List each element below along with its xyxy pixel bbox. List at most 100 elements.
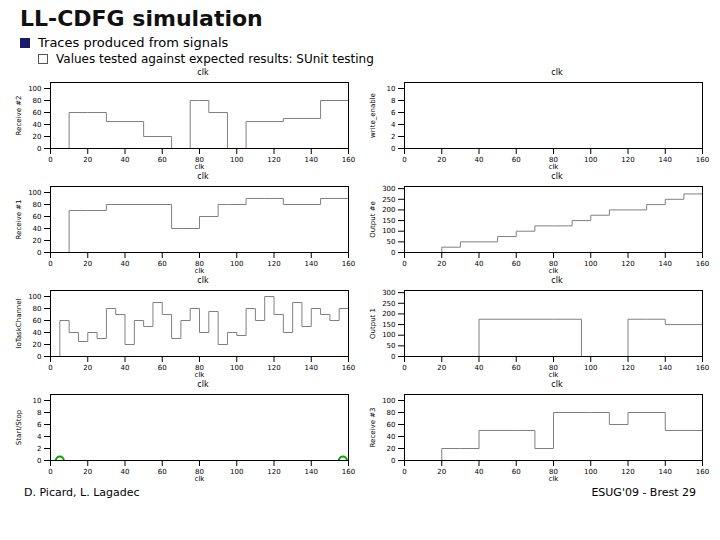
svg-text:0: 0 (48, 468, 52, 476)
svg-text:Receive #2: Receive #2 (15, 96, 23, 136)
svg-text:write_enable: write_enable (369, 93, 377, 138)
svg-text:10: 10 (33, 397, 42, 405)
svg-text:160: 160 (696, 260, 709, 268)
svg-text:50: 50 (387, 342, 396, 350)
svg-text:40: 40 (121, 468, 130, 476)
svg-text:100: 100 (230, 468, 243, 476)
svg-text:60: 60 (33, 109, 42, 117)
svg-text:20: 20 (83, 364, 92, 372)
svg-text:60: 60 (158, 364, 167, 372)
svg-text:Output 1: Output 1 (369, 308, 377, 339)
svg-text:100: 100 (230, 260, 243, 268)
svg-text:100: 100 (584, 468, 597, 476)
svg-text:loTaskChannel: loTaskChannel (15, 298, 23, 348)
svg-text:120: 120 (267, 468, 280, 476)
svg-text:60: 60 (33, 213, 42, 221)
svg-text:0: 0 (37, 353, 41, 361)
svg-text:20: 20 (387, 445, 396, 453)
svg-text:40: 40 (475, 156, 484, 164)
svg-text:40: 40 (121, 260, 130, 268)
svg-text:80: 80 (33, 201, 42, 209)
svg-text:40: 40 (475, 364, 484, 372)
svg-text:40: 40 (33, 121, 42, 129)
svg-text:20: 20 (437, 468, 446, 476)
svg-text:140: 140 (659, 156, 672, 164)
svg-text:80: 80 (387, 409, 396, 417)
svg-text:10: 10 (387, 85, 396, 93)
svg-text:100: 100 (584, 260, 597, 268)
svg-text:160: 160 (696, 156, 709, 164)
svg-text:200: 200 (382, 310, 395, 318)
svg-text:40: 40 (33, 225, 42, 233)
svg-text:250: 250 (382, 300, 395, 308)
svg-text:clk: clk (549, 371, 560, 379)
svg-text:50: 50 (387, 238, 396, 246)
svg-text:20: 20 (83, 260, 92, 268)
svg-text:2: 2 (391, 133, 395, 141)
svg-text:8: 8 (391, 97, 395, 105)
svg-text:100: 100 (584, 156, 597, 164)
svg-text:140: 140 (659, 364, 672, 372)
svg-text:200: 200 (382, 206, 395, 214)
svg-text:300: 300 (382, 289, 395, 297)
svg-text:0: 0 (48, 260, 52, 268)
svg-text:0: 0 (391, 145, 395, 153)
svg-text:40: 40 (33, 329, 42, 337)
svg-text:140: 140 (305, 156, 318, 164)
svg-text:140: 140 (659, 260, 672, 268)
svg-text:20: 20 (33, 133, 42, 141)
svg-text:clk: clk (195, 371, 206, 379)
svg-text:0: 0 (402, 156, 406, 164)
svg-text:100: 100 (382, 397, 395, 405)
svg-text:60: 60 (512, 468, 521, 476)
svg-text:100: 100 (230, 156, 243, 164)
svg-text:40: 40 (121, 364, 130, 372)
svg-text:100: 100 (382, 331, 395, 339)
svg-text:0: 0 (402, 468, 406, 476)
svg-text:20: 20 (437, 364, 446, 372)
svg-text:160: 160 (696, 364, 709, 372)
svg-text:Receive #3: Receive #3 (369, 408, 377, 448)
svg-text:0: 0 (402, 260, 406, 268)
svg-text:20: 20 (33, 237, 42, 245)
svg-text:60: 60 (387, 421, 396, 429)
svg-text:160: 160 (696, 468, 709, 476)
svg-text:40: 40 (475, 260, 484, 268)
svg-text:300: 300 (382, 185, 395, 193)
svg-text:0: 0 (402, 364, 406, 372)
svg-text:120: 120 (267, 260, 280, 268)
svg-text:250: 250 (382, 196, 395, 204)
svg-text:100: 100 (28, 189, 41, 197)
svg-text:clk: clk (549, 163, 560, 171)
svg-text:100: 100 (28, 293, 41, 301)
svg-text:Start/Stop: Start/Stop (15, 409, 23, 445)
svg-text:120: 120 (621, 468, 634, 476)
svg-text:20: 20 (33, 341, 42, 349)
svg-text:6: 6 (391, 109, 396, 117)
svg-text:160: 160 (342, 260, 355, 268)
svg-text:clk: clk (195, 267, 206, 275)
svg-text:120: 120 (621, 364, 634, 372)
svg-text:60: 60 (158, 468, 167, 476)
svg-text:40: 40 (121, 156, 130, 164)
svg-text:4: 4 (37, 433, 42, 441)
svg-text:160: 160 (342, 364, 355, 372)
svg-text:0: 0 (37, 457, 41, 465)
svg-text:0: 0 (37, 249, 41, 257)
svg-text:100: 100 (28, 85, 41, 93)
svg-text:140: 140 (305, 364, 318, 372)
svg-text:120: 120 (621, 260, 634, 268)
svg-text:8: 8 (37, 409, 41, 417)
svg-text:80: 80 (33, 97, 42, 105)
svg-text:160: 160 (342, 468, 355, 476)
svg-text:120: 120 (267, 364, 280, 372)
svg-text:6: 6 (37, 421, 42, 429)
svg-text:140: 140 (305, 468, 318, 476)
svg-text:clk: clk (195, 163, 206, 171)
svg-text:4: 4 (391, 121, 396, 129)
svg-text:120: 120 (621, 156, 634, 164)
svg-text:0: 0 (37, 145, 41, 153)
svg-text:0: 0 (48, 156, 52, 164)
svg-text:80: 80 (33, 305, 42, 313)
svg-text:100: 100 (382, 227, 395, 235)
